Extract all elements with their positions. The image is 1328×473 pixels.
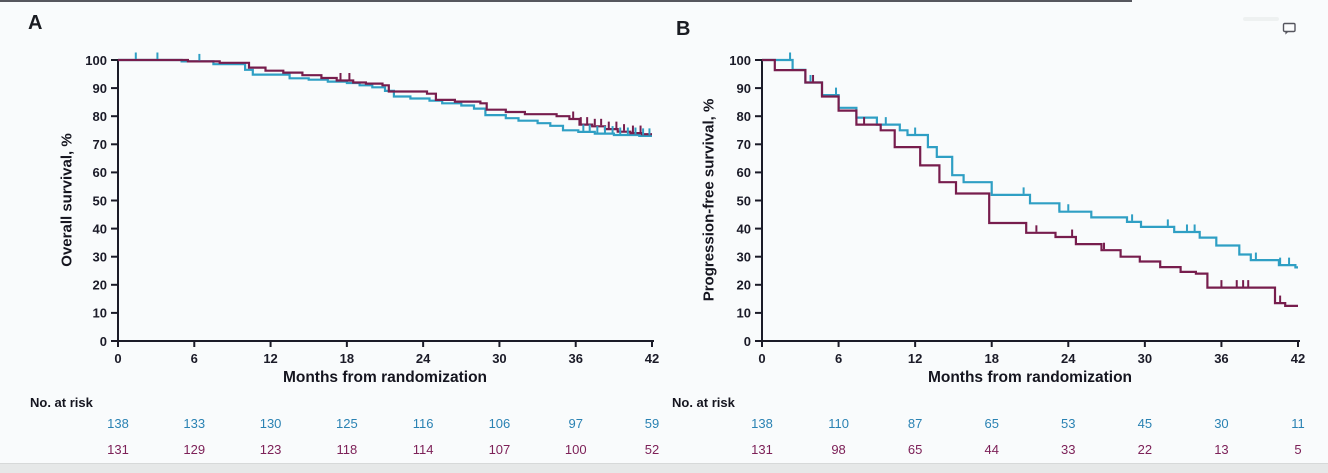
- risk-value-arm-1: 97: [568, 416, 582, 431]
- x-tick-label: 24: [416, 351, 431, 366]
- y-tick-label: 30: [93, 250, 107, 265]
- risk-value-arm-2: 22: [1138, 442, 1152, 457]
- y-tick-label: 40: [93, 221, 107, 236]
- no-at-risk-label-panel-b: No. at risk: [672, 395, 735, 410]
- risk-value-arm-1: 87: [908, 416, 922, 431]
- risk-value-arm-2: 44: [984, 442, 998, 457]
- x-tick-label: 30: [492, 351, 506, 366]
- y-tick-label: 70: [93, 137, 107, 152]
- risk-value-arm-1: 59: [645, 416, 659, 431]
- risk-value-arm-1: 116: [413, 416, 434, 431]
- risk-value-arm-2: 98: [831, 442, 845, 457]
- risk-value-arm-2: 33: [1061, 442, 1075, 457]
- risk-value-arm-2: 118: [336, 442, 357, 457]
- y-tick-label: 20: [737, 278, 751, 293]
- y-tick-label: 10: [93, 306, 107, 321]
- y-tick-label: 90: [737, 81, 751, 96]
- risk-value-arm-2: 114: [413, 442, 434, 457]
- y-tick-label: 90: [93, 81, 107, 96]
- x-axis-title-panel-b: Months from randomization: [927, 369, 1133, 386]
- top-edge-line: [0, 0, 1132, 2]
- faint-highlight-dash: [1243, 17, 1279, 21]
- x-tick-label: 24: [1061, 351, 1076, 366]
- y-tick-label: 100: [85, 53, 107, 68]
- risk-value-arm-1: 65: [984, 416, 998, 431]
- risk-value-arm-1: 53: [1061, 416, 1075, 431]
- bottom-divider-bar: [0, 463, 1328, 473]
- y-tick-label: 60: [93, 165, 107, 180]
- comment-bubble-icon[interactable]: [1282, 22, 1297, 37]
- y-tick-label: 20: [93, 278, 107, 293]
- y-tick-label: 50: [93, 193, 107, 208]
- risk-value-arm-2: 65: [908, 442, 922, 457]
- risk-value-arm-1: 138: [107, 416, 129, 431]
- x-tick-label: 6: [191, 351, 198, 366]
- y-tick-label: 0: [100, 334, 107, 349]
- x-tick-label: 12: [263, 351, 277, 366]
- risk-value-arm-1: 130: [260, 416, 282, 431]
- x-tick-label: 6: [835, 351, 842, 366]
- risk-value-arm-1: 125: [336, 416, 358, 431]
- risk-value-arm-2: 52: [645, 442, 659, 457]
- survival-curve-arm-2: [762, 58, 1298, 307]
- risk-value-arm-2: 100: [565, 442, 587, 457]
- risk-value-arm-2: 13: [1214, 442, 1228, 457]
- x-axis-title-panel-a: Months from randomization: [282, 369, 488, 386]
- panel-b-label: B: [676, 18, 691, 40]
- risk-value-arm-2: 131: [751, 442, 773, 457]
- risk-value-arm-1: 106: [489, 416, 511, 431]
- x-tick-label: 30: [1138, 351, 1152, 366]
- risk-value-arm-2: 5: [1294, 442, 1301, 457]
- x-tick-label: 42: [1291, 351, 1305, 366]
- risk-value-arm-1: 45: [1138, 416, 1152, 431]
- x-tick-label: 0: [114, 351, 121, 366]
- risk-value-arm-1: 138: [751, 416, 773, 431]
- y-tick-label: 30: [737, 250, 751, 265]
- survival-curve-arm-2: [118, 58, 652, 136]
- y-tick-label: 80: [93, 109, 107, 124]
- y-tick-label: 60: [737, 165, 751, 180]
- risk-value-arm-1: 133: [183, 416, 205, 431]
- y-tick-label: 40: [737, 221, 751, 236]
- y-tick-label: 0: [744, 334, 751, 349]
- risk-value-arm-2: 123: [260, 442, 282, 457]
- y-tick-label: 50: [737, 193, 751, 208]
- risk-value-arm-2: 129: [183, 442, 205, 457]
- y-tick-label: 70: [737, 137, 751, 152]
- risk-value-arm-2: 131: [107, 442, 129, 457]
- x-tick-label: 0: [758, 351, 765, 366]
- risk-value-arm-2: 107: [489, 442, 511, 457]
- y-tick-label: 100: [729, 53, 751, 68]
- risk-value-arm-1: 30: [1214, 416, 1228, 431]
- risk-value-arm-1: 110: [828, 416, 849, 431]
- x-tick-label: 36: [568, 351, 582, 366]
- x-tick-label: 18: [984, 351, 998, 366]
- x-tick-label: 18: [340, 351, 354, 366]
- y-tick-label: 80: [737, 109, 751, 124]
- survival-curve-arm-1: [118, 58, 652, 137]
- no-at-risk-label-panel-a: No. at risk: [30, 395, 93, 410]
- risk-value-arm-1: 11: [1291, 416, 1305, 431]
- survival-curve-arm-1: [762, 58, 1298, 269]
- y-tick-label: 10: [737, 306, 751, 321]
- axis-frame: [117, 60, 654, 342]
- panel-a-label: A: [28, 12, 43, 34]
- x-tick-label: 36: [1214, 351, 1228, 366]
- x-tick-label: 12: [908, 351, 922, 366]
- x-tick-label: 42: [645, 351, 659, 366]
